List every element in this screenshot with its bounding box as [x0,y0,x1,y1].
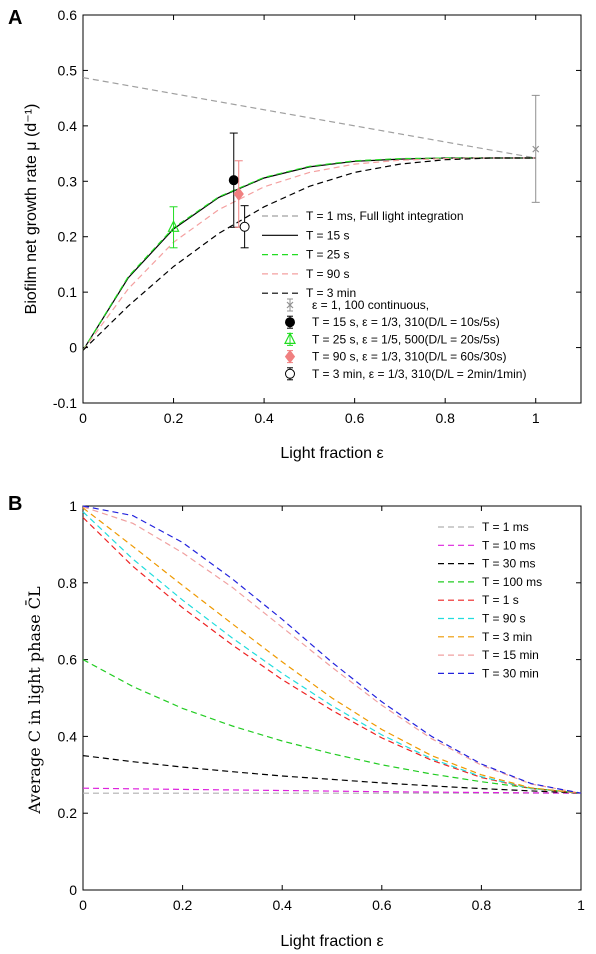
legend-label-7: T = 15 min [482,648,539,662]
panel-b-chart: B 0 0.2 0.4 0.6 0.8 100.20.40.60.81 T = 1 msT… [8,493,585,950]
y-tick-label: 0.6 [58,652,78,668]
panel-a-axes-box [82,14,582,404]
panel-a-ylabel: Biofilm net growth rate μ (d⁻¹) [23,104,40,315]
marker-legend-3 [284,349,296,364]
panel-b-axes-box [82,505,582,891]
y-tick-label: 0.5 [58,62,78,78]
x-tick-label: 0.8 [472,897,492,913]
panel-a-xlabel: Light fraction ε [280,445,383,462]
x-tick-label: 0.6 [372,897,392,913]
x-tick-label: 1 [577,897,585,913]
marker-legend-4 [285,368,295,379]
panel-a-chart: A 0 0.2 0.4 0.6 0.8 1-0.100.10.20.30.40.50.6 … [8,7,582,462]
marker-legend-0 [286,301,294,309]
series-line-3 [82,157,536,351]
y-tick-label: 0.4 [58,118,78,134]
y-tick-label: 0.6 [58,7,78,23]
x-tick-label: 0 [79,410,87,426]
legend-point-label-4: T = 3 min, ε = 1/3, 310(D/L = 2min/1min) [312,367,526,381]
legend-point-label-2: T = 25 s, ε = 1/5, 500(D/L = 20s/5s) [312,332,500,346]
series-line-2 [82,755,582,794]
x-tick-label: 1 [532,410,540,426]
legend-label-5: T = 90 s [482,612,525,626]
legend-point-label-0: ε = 1, 100 continuous, [312,298,429,312]
x-tick-label: 0.6 [345,410,365,426]
marker-3 [233,187,244,201]
x-tick-label: 0.4 [272,897,292,913]
panel-a-series [82,77,536,351]
panel-b-ylabel: Average C in light phase C̄L [23,586,44,815]
marker-0 [532,145,540,153]
legend-label-0: T = 1 ms [482,520,529,534]
series-line-2 [82,157,536,351]
legend-label-2: T = 30 ms [482,557,535,571]
x-tick-label: 0.8 [435,410,455,426]
panel-b-label: B [8,493,22,515]
y-tick-label: 1 [69,498,77,514]
panel-a-label: A [8,7,22,29]
panel-b-series [82,505,582,794]
series-line-5 [82,511,582,794]
legend-label-3: T = 100 ms [482,575,542,589]
y-tick-label: -0.1 [53,395,77,411]
panel-b-legend: T = 1 ms T = 10 ms T = 30 ms T = 100 ms T = … [438,520,542,680]
panel-a-ticks: 0 0.2 0.4 0.6 0.8 1-0.100.10.20.30.40.50.6 [53,7,581,426]
y-tick-label: 0.2 [58,805,78,821]
series-line-1 [82,787,582,794]
legend-label-8: T = 30 min [482,666,539,680]
y-tick-label: 0.1 [58,284,78,300]
y-tick-label: 0.2 [58,229,78,245]
legend-label-3: T = 90 s [306,267,349,281]
series-line-7 [82,506,582,794]
panel-a-legend: T = 1 ms, Full light integration T = 15 s… [262,209,526,381]
legend-label-4: T = 1 s [482,593,519,607]
y-tick-label: 0.4 [58,728,78,744]
series-line-0 [82,77,536,159]
legend-label-2: T = 25 s [306,248,349,262]
series-line-6 [82,507,582,794]
series-line-4 [82,517,582,794]
legend-label-1: T = 10 ms [482,538,535,552]
marker-2 [167,219,180,232]
series-line-3 [82,659,582,794]
x-tick-label: 0 [79,897,87,913]
marker-1 [228,175,239,186]
y-tick-label: 0 [69,340,77,356]
series-line-4 [82,157,536,351]
y-tick-label: 0.8 [58,575,78,591]
x-tick-label: 0.4 [254,410,274,426]
marker-legend-1 [285,317,295,328]
legend-point-label-3: T = 90 s, ε = 1/3, 310(D/L = 60s/30s) [312,350,506,364]
legend-label-6: T = 3 min [482,630,532,644]
y-tick-label: 0 [69,882,77,898]
legend-label-0: T = 1 ms, Full light integration [306,209,464,223]
legend-label-1: T = 15 s [306,228,349,242]
panel-b-xlabel: Light fraction ε [280,933,383,950]
legend-point-label-1: T = 15 s, ε = 1/3, 310(D/L = 10s/5s) [312,315,500,329]
panel-a-points [167,94,540,249]
x-tick-label: 0.2 [173,897,193,913]
marker-legend-2 [284,332,296,344]
marker-4 [239,221,250,232]
y-tick-label: 0.3 [58,173,78,189]
x-tick-label: 0.2 [164,410,184,426]
panel-b-ticks: 0 0.2 0.4 0.6 0.8 1 0 0.2 0.4 0.6 0.8 1 [58,498,586,913]
legend-label-4: T = 3 min [306,286,356,300]
